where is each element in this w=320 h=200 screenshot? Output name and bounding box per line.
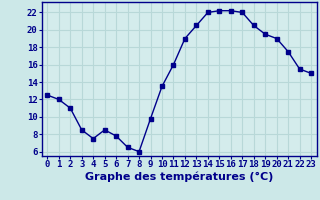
X-axis label: Graphe des températures (°C): Graphe des températures (°C) bbox=[85, 172, 273, 182]
